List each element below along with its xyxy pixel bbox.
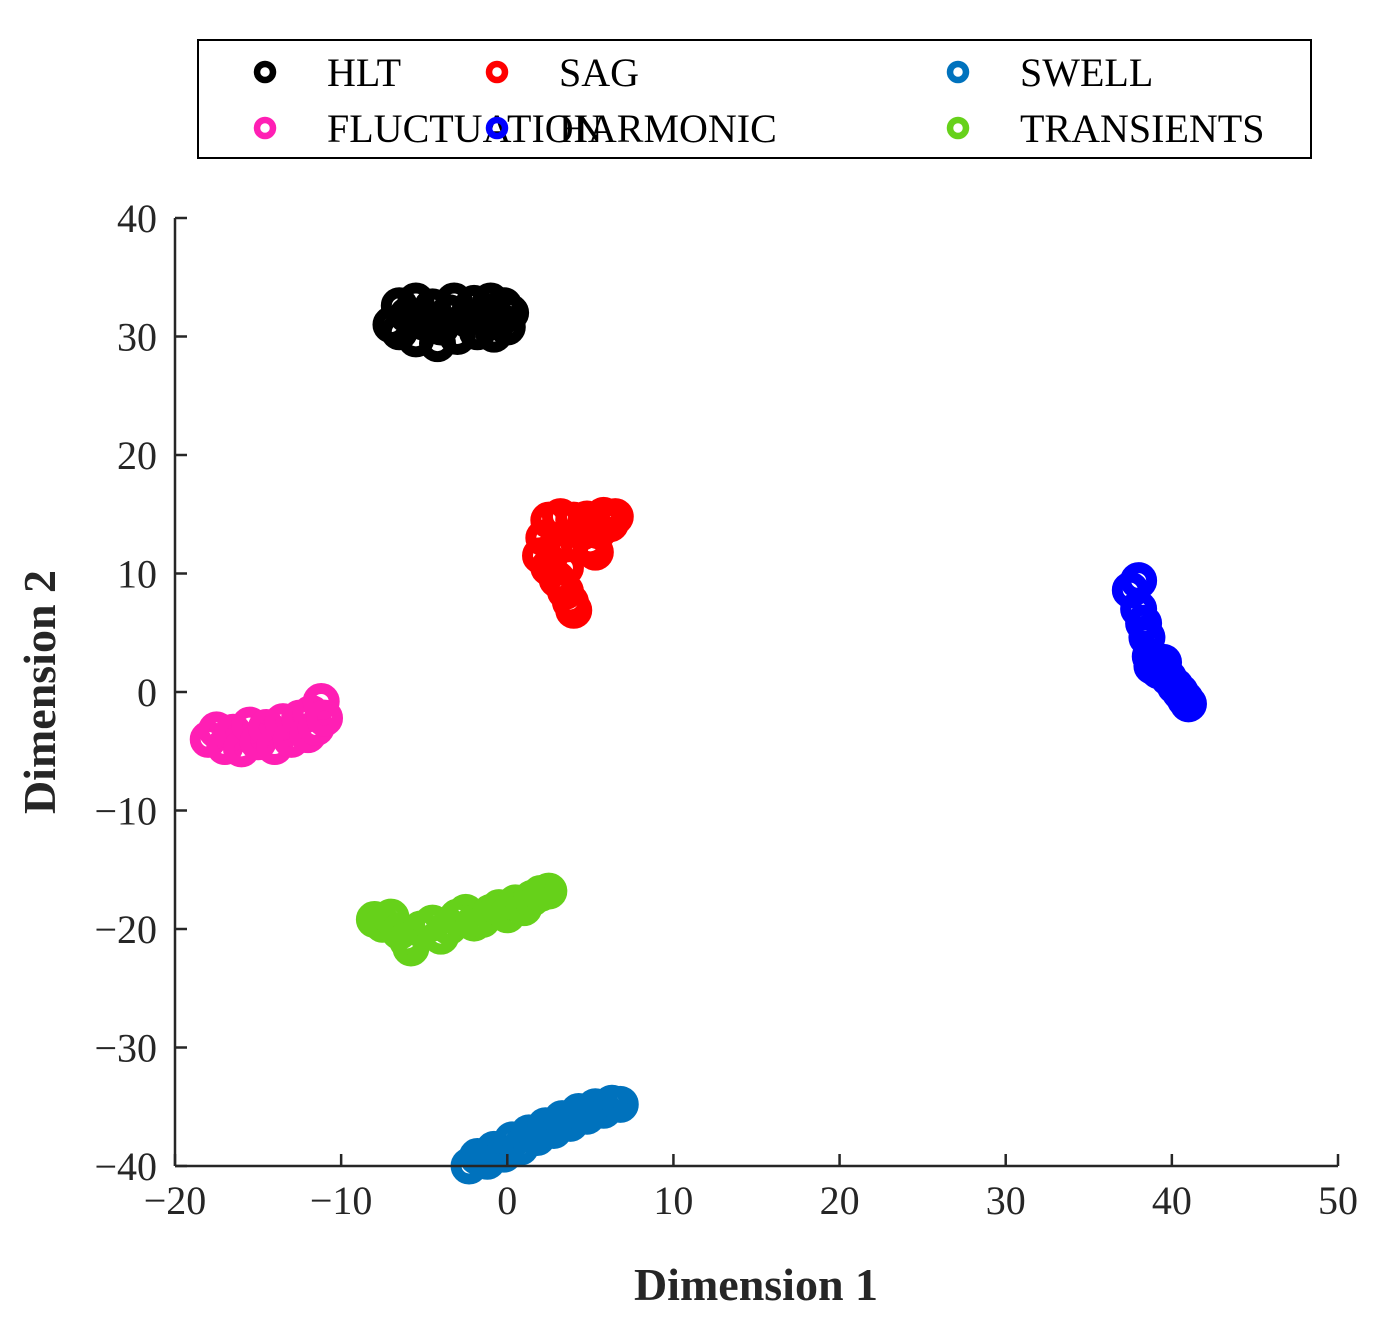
y-tick-label: −30: [94, 1026, 157, 1071]
data-point: [302, 682, 340, 720]
legend-box: [197, 39, 1312, 159]
series-hlt: [372, 282, 530, 363]
x-tick-label: 0: [497, 1178, 517, 1223]
legend-label: SAG: [559, 50, 639, 95]
y-tick-label: −20: [94, 907, 157, 952]
legend-label: TRANSIENTS: [1020, 106, 1264, 151]
legend-label: HARMONIC: [559, 106, 777, 151]
data-point: [492, 294, 530, 332]
x-axis-title: Dimension 1: [634, 1259, 878, 1310]
x-tick-label: 10: [653, 1178, 693, 1223]
x-tick-label: 40: [1152, 1178, 1192, 1223]
legend-entry: HARMONIC: [485, 106, 777, 151]
data-point: [530, 872, 568, 910]
series-fluctuation: [189, 682, 344, 768]
y-tick-label: 20: [117, 433, 157, 478]
y-tick-label: −10: [94, 789, 157, 834]
legend-entry: FLUCTUATION: [253, 106, 603, 151]
legend-label: FLUCTUATION: [327, 106, 603, 151]
legend-marker: [485, 116, 509, 140]
series-swell: [450, 1084, 639, 1185]
data-point: [555, 591, 593, 629]
y-ticks: −40 −30 −20 −10 0 10 20 30 40: [94, 196, 187, 1189]
x-tick-label: −20: [144, 1178, 207, 1223]
data-points-layer: [189, 282, 1207, 1185]
series-sag: [522, 496, 634, 629]
legend-marker: [946, 116, 970, 140]
series-transients: [355, 872, 568, 967]
data-point: [306, 699, 344, 737]
legend-marker: [253, 116, 277, 140]
x-tick-label: 20: [820, 1178, 860, 1223]
legend-marker: [253, 60, 277, 84]
axes: −20 −10 0 10 20 30 40 50 −40 −30 −20 −10 0 10 20 30 40: [94, 196, 1358, 1223]
legend-entry: SAG: [485, 50, 639, 95]
x-tick-label: 30: [986, 1178, 1026, 1223]
data-point: [601, 1085, 639, 1123]
legend-entry: TRANSIENTS: [946, 106, 1264, 151]
legend-label: SWELL: [1020, 50, 1153, 95]
series-harmonic: [1111, 562, 1207, 723]
y-tick-label: 10: [117, 552, 157, 597]
data-point: [546, 549, 584, 587]
legend-entry: HLT: [253, 50, 401, 95]
x-ticks: −20 −10 0 10 20 30 40 50: [144, 1154, 1358, 1223]
y-tick-label: −40: [94, 1144, 157, 1189]
y-tick-label: 30: [117, 315, 157, 360]
legend-marker: [485, 60, 509, 84]
y-axis-title: Dimension 2: [14, 570, 65, 814]
data-point: [596, 498, 634, 536]
legend-label: HLT: [327, 50, 401, 95]
legend-marker: [946, 60, 970, 84]
x-tick-label: −10: [310, 1178, 373, 1223]
legend-entry: SWELL: [946, 50, 1153, 95]
y-tick-label: 0: [137, 670, 157, 715]
y-tick-label: 40: [117, 196, 157, 241]
data-point: [1169, 685, 1207, 723]
x-tick-label: 50: [1318, 1178, 1358, 1223]
